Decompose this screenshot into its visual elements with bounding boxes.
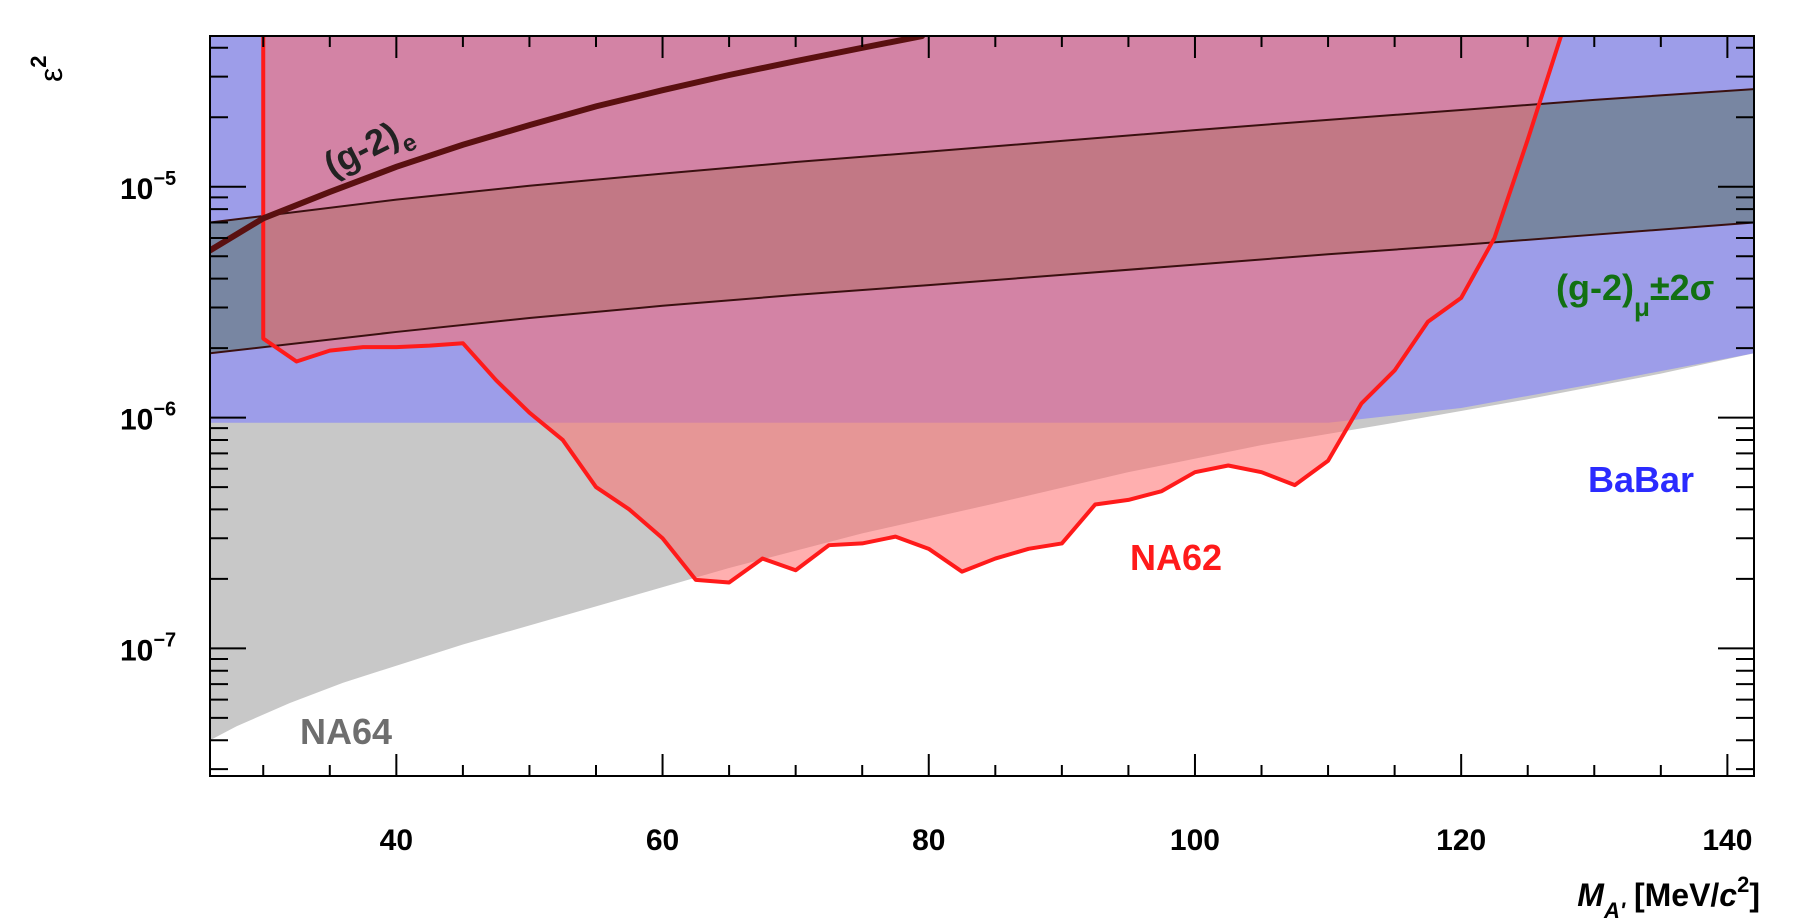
y-tick-exponent: −5 <box>153 168 176 190</box>
x-axis-unit-superscript: 2 <box>1737 872 1749 897</box>
x-tick-label: 140 <box>1702 824 1752 857</box>
x-tick-label: 60 <box>646 824 679 857</box>
g-2-mu-label-tail: ±2σ <box>1650 267 1714 308</box>
x-tick-label: 120 <box>1436 824 1486 857</box>
g-2-mu-label: (g-2)μ±2σ <box>1556 267 1714 322</box>
y-tick-exponent: −7 <box>153 629 176 651</box>
na62-region <box>263 36 1561 583</box>
y-tick-base: 10 <box>120 173 153 206</box>
g-2-mu-label-subscript: μ <box>1634 292 1650 322</box>
x-axis-subscript: A' <box>1603 898 1626 918</box>
babar-label: BaBar <box>1588 459 1694 500</box>
y-axis-title: ε2 <box>26 55 69 82</box>
x-axis-unit: [MeV/ <box>1625 877 1719 913</box>
y-tick-exponent: −6 <box>153 399 176 421</box>
y-tick-label: 10−5 <box>120 168 176 206</box>
na62-label: NA62 <box>1130 537 1222 578</box>
x-axis-symbol: M <box>1577 877 1605 913</box>
x-axis-title: MA' [MeV/c2] <box>1577 872 1760 918</box>
g-2-mu-label-main: (g-2) <box>1556 267 1634 308</box>
g-2-mu-band-lower-edge <box>210 221 1754 355</box>
x-tick-label: 100 <box>1170 824 1220 857</box>
regions-layer <box>210 36 1754 741</box>
x-tick-label: 80 <box>912 824 945 857</box>
na64-label: NA64 <box>300 711 392 752</box>
na62-boundary-line <box>261 36 1563 585</box>
y-tick-label: 10−6 <box>120 399 176 437</box>
g-2-mu-band-upper-edge <box>210 88 1754 224</box>
y-tick-base: 10 <box>120 404 153 437</box>
x-tick-label: 40 <box>380 824 413 857</box>
g-2-e-curve <box>210 36 926 254</box>
y-tick-label: 10−7 <box>120 629 176 667</box>
x-axis-unit-close: ] <box>1749 877 1760 913</box>
y-axis-symbol: ε <box>33 68 69 82</box>
y-tick-base: 10 <box>120 634 153 667</box>
y-axis-superscript: 2 <box>26 55 51 67</box>
x-axis-unit-c: c <box>1719 877 1737 913</box>
plot-frame <box>209 35 1755 777</box>
